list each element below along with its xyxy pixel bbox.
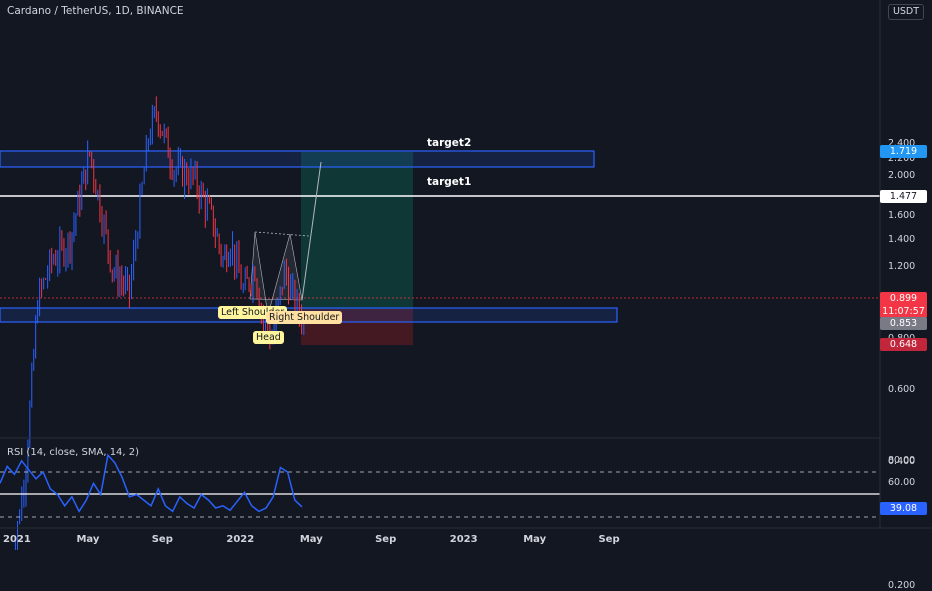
projection-path: [301, 161, 322, 301]
price-tick: 2.200: [888, 153, 916, 165]
time-tick: May: [299, 534, 323, 545]
price-tick: 0.600: [888, 384, 916, 396]
last-price-value: 0.899: [889, 293, 918, 304]
rsi-tick-80: 80.00: [888, 455, 916, 466]
last-price-tag: 0.899 11:07:57: [880, 292, 927, 318]
price-tick: 2.400: [888, 137, 916, 149]
target1-label[interactable]: target1: [427, 176, 472, 188]
countdown-timer: 11:07:57: [882, 306, 925, 317]
rsi-line: [0, 453, 303, 513]
time-tick: Sep: [151, 534, 173, 545]
time-tick: Sep: [375, 534, 397, 545]
time-tick: Sep: [598, 534, 620, 545]
symbol-title[interactable]: Cardano / TetherUS, 1D, BINANCE: [7, 5, 184, 17]
price-tick: 2.000: [888, 170, 916, 182]
price-tick: 1.600: [888, 209, 916, 221]
profit-zone: [301, 152, 413, 309]
target1-price-tag: 1.477: [880, 190, 927, 203]
rsi-indicator-label[interactable]: RSI (14, close, SMA, 14, 2): [7, 447, 140, 458]
time-tick: 2023: [449, 534, 478, 545]
target2-zone[interactable]: [0, 150, 595, 168]
entry-price-tag: 0.853: [880, 317, 927, 330]
time-tick: May: [523, 534, 547, 545]
rsi-tick-60: 60.00: [888, 477, 916, 488]
price-tick: 1.400: [888, 233, 916, 245]
neckline: [254, 231, 310, 237]
price-tick: 0.400: [888, 456, 916, 468]
head-label[interactable]: Head: [253, 331, 284, 344]
chart-canvas[interactable]: [0, 0, 932, 550]
stop-price-tag: 0.648: [880, 338, 927, 351]
rsi-value-tag: 39.08: [880, 502, 927, 515]
currency-badge[interactable]: USDT: [888, 4, 924, 20]
time-tick: 2021: [3, 534, 31, 545]
target2-price-tag: 1.719: [880, 145, 927, 158]
candles-group: [14, 96, 305, 550]
price-tick: 1.200: [888, 261, 916, 273]
target2-label[interactable]: target2: [427, 137, 472, 149]
right-shoulder-label[interactable]: Right Shoulder: [266, 311, 343, 324]
time-tick: 2022: [226, 534, 255, 545]
price-tick: 0.200: [888, 579, 916, 591]
time-tick: May: [76, 534, 100, 545]
